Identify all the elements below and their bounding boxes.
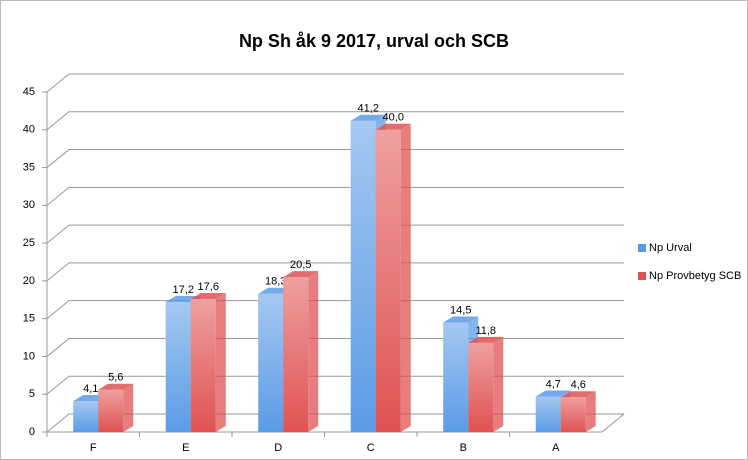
grid-line	[46, 262, 624, 282]
bar-shine	[190, 299, 216, 432]
legend-swatch	[638, 244, 646, 252]
legend-swatch	[638, 272, 646, 280]
data-label: 18,3	[265, 276, 286, 288]
data-label: 17,6	[198, 281, 219, 293]
x-tick-label: C	[367, 442, 375, 454]
y-tick-label: 35	[23, 161, 35, 173]
x-tick-label: A	[552, 442, 560, 454]
bar-shine	[375, 129, 401, 432]
bar-side	[585, 391, 596, 432]
x-tick-label: B	[460, 442, 467, 454]
data-label: 4,7	[546, 378, 561, 390]
y-tick-label: 20	[23, 275, 35, 287]
grid-line	[46, 375, 624, 395]
y-tick-label: 30	[23, 199, 35, 211]
y-tick-label: 45	[23, 86, 35, 98]
y-tick-label: 5	[29, 388, 35, 400]
floor-right	[601, 413, 625, 433]
bar-shine	[165, 302, 191, 432]
data-label: 4,1	[83, 383, 98, 395]
data-label: 17,2	[173, 284, 194, 296]
x-tick-label: E	[182, 442, 189, 454]
bar-side	[400, 123, 411, 433]
data-label: 11,8	[475, 325, 496, 337]
x-tick-label: F	[90, 442, 97, 454]
grid-line	[46, 73, 624, 93]
bar-side	[215, 293, 226, 432]
legend-label: Np Urval	[649, 242, 692, 254]
x-tick-label: D	[274, 442, 282, 454]
bar-shine	[443, 322, 469, 432]
y-tick-label: 25	[23, 237, 35, 249]
grid-line	[46, 224, 624, 244]
bar-top	[375, 123, 411, 130]
bar-side	[493, 336, 504, 432]
bar-shine	[560, 397, 586, 432]
bar-top	[443, 316, 479, 323]
bar-top	[350, 114, 386, 121]
y-tick-label: 0	[29, 426, 35, 438]
bar-shine	[468, 342, 494, 432]
bar-top	[535, 390, 571, 397]
grid-line	[46, 111, 624, 131]
grid-line	[46, 186, 624, 206]
bar-side	[123, 383, 134, 432]
data-label: 41,2	[358, 103, 379, 115]
data-label: 20,5	[290, 259, 311, 271]
y-tick-label: 40	[23, 124, 35, 136]
y-tick-label: 15	[23, 313, 35, 325]
bar-shine	[535, 396, 561, 432]
bar-side	[308, 271, 319, 432]
data-label: 14,5	[450, 304, 471, 316]
grid-line	[46, 413, 624, 433]
bar-shine	[283, 277, 309, 432]
data-label: 40,0	[383, 112, 404, 124]
grid-line	[46, 149, 624, 168]
chart-title: Np Sh åk 9 2017, urval och SCB	[239, 31, 509, 51]
bar-shine	[98, 389, 124, 432]
bar-top	[468, 336, 504, 343]
bar-top	[283, 271, 319, 278]
grid-line	[46, 300, 624, 320]
bar-top	[98, 383, 134, 390]
grid-line	[46, 337, 624, 357]
data-label: 5,6	[108, 372, 123, 384]
bar-shine	[73, 401, 99, 432]
bar-top	[560, 391, 596, 398]
data-label: 4,6	[571, 379, 586, 391]
legend-label: Np Provbetyg SCB	[649, 270, 741, 282]
bar-shine	[258, 293, 284, 432]
bar-shine	[350, 120, 376, 432]
bar-top	[190, 293, 226, 300]
y-tick-label: 10	[23, 350, 35, 362]
